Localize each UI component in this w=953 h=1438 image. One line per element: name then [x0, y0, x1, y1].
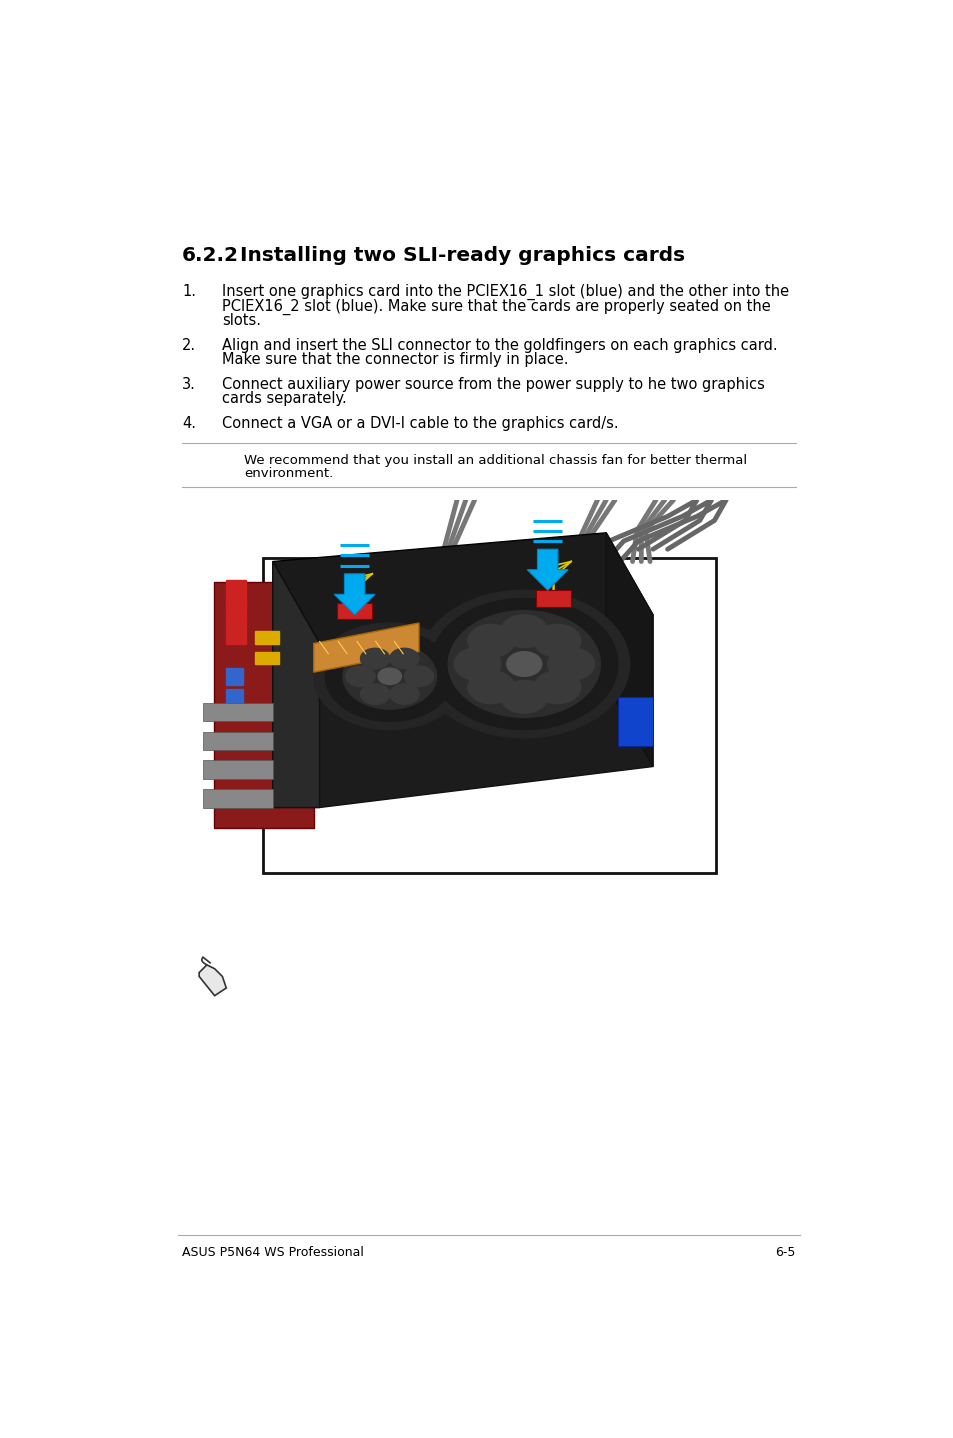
- FancyArrow shape: [334, 574, 375, 615]
- Circle shape: [418, 590, 629, 738]
- Text: PCIEX16_2 slot (blue). Make sure that the cards are properly seated on the: PCIEX16_2 slot (blue). Make sure that th…: [222, 299, 770, 315]
- Polygon shape: [273, 561, 319, 808]
- Circle shape: [360, 649, 390, 669]
- Circle shape: [390, 684, 418, 705]
- Bar: [255, 651, 278, 664]
- Circle shape: [454, 647, 500, 680]
- Polygon shape: [214, 582, 314, 828]
- Bar: [336, 603, 372, 618]
- Circle shape: [430, 598, 618, 729]
- Circle shape: [314, 623, 465, 729]
- Circle shape: [467, 624, 514, 657]
- Text: 1.: 1.: [182, 285, 196, 299]
- Bar: [226, 621, 246, 643]
- Polygon shape: [273, 533, 652, 643]
- Text: We recommend that you install an additional chassis fan for better thermal: We recommend that you install an additio…: [244, 454, 746, 467]
- Bar: [226, 580, 246, 603]
- Bar: [618, 697, 652, 746]
- Polygon shape: [273, 561, 652, 808]
- Text: cards separately.: cards separately.: [222, 391, 347, 407]
- Text: Insert one graphics card into the PCIEX16_1 slot (blue) and the other into the: Insert one graphics card into the PCIEX1…: [222, 285, 789, 301]
- Bar: [536, 590, 571, 607]
- Polygon shape: [605, 533, 652, 766]
- Text: 6.2.2: 6.2.2: [182, 246, 239, 265]
- Bar: [202, 789, 273, 808]
- Circle shape: [534, 670, 580, 703]
- Text: 4.: 4.: [182, 416, 196, 431]
- Text: 2.: 2.: [182, 338, 196, 352]
- Circle shape: [467, 670, 514, 703]
- Bar: [202, 761, 273, 779]
- Polygon shape: [314, 623, 418, 672]
- Circle shape: [342, 643, 436, 709]
- Circle shape: [547, 647, 594, 680]
- Text: environment.: environment.: [244, 467, 333, 480]
- Bar: [262, 558, 716, 873]
- PathPatch shape: [199, 965, 226, 995]
- Circle shape: [534, 624, 580, 657]
- Bar: [226, 601, 246, 623]
- Circle shape: [360, 684, 390, 705]
- Text: Connect auxiliary power source from the power supply to he two graphics: Connect auxiliary power source from the …: [222, 377, 764, 393]
- Circle shape: [506, 651, 541, 676]
- Text: Connect a VGA or a DVI-I cable to the graphics card/s.: Connect a VGA or a DVI-I cable to the gr…: [222, 416, 618, 431]
- Text: 6-5: 6-5: [775, 1245, 795, 1258]
- Circle shape: [390, 649, 418, 669]
- Bar: [255, 631, 278, 643]
- Bar: [202, 703, 273, 722]
- FancyArrow shape: [527, 549, 568, 590]
- Circle shape: [377, 669, 401, 684]
- Circle shape: [500, 615, 547, 647]
- Circle shape: [500, 680, 547, 713]
- Bar: [202, 732, 273, 751]
- Text: ASUS P5N64 WS Professional: ASUS P5N64 WS Professional: [182, 1245, 364, 1258]
- Text: Make sure that the connector is firmly in place.: Make sure that the connector is firmly i…: [222, 352, 568, 367]
- Circle shape: [404, 666, 434, 686]
- Circle shape: [325, 631, 454, 722]
- Text: Installing two SLI-ready graphics cards: Installing two SLI-ready graphics cards: [240, 246, 684, 265]
- Circle shape: [346, 666, 375, 686]
- Bar: [226, 689, 243, 705]
- Circle shape: [448, 611, 599, 718]
- Text: slots.: slots.: [222, 312, 261, 328]
- Text: Align and insert the SLI connector to the goldfingers on each graphics card.: Align and insert the SLI connector to th…: [222, 338, 778, 352]
- Bar: [226, 669, 243, 684]
- Text: 3.: 3.: [182, 377, 195, 393]
